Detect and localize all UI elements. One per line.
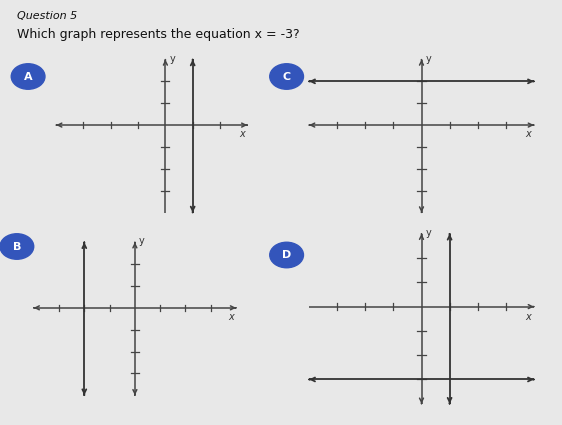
Text: y: y [138,236,144,246]
Text: C: C [283,71,291,82]
Text: y: y [425,228,432,238]
Text: x: x [228,312,234,322]
Text: Question 5: Question 5 [17,11,77,21]
Text: x: x [525,129,531,139]
Text: D: D [282,250,291,260]
Text: y: y [169,54,175,64]
Text: Which graph represents the equation x = -3?: Which graph represents the equation x = … [17,28,300,41]
Text: x: x [525,312,531,322]
Text: A: A [24,71,33,82]
Text: B: B [13,241,21,252]
Text: x: x [239,129,244,139]
Text: y: y [425,54,432,64]
